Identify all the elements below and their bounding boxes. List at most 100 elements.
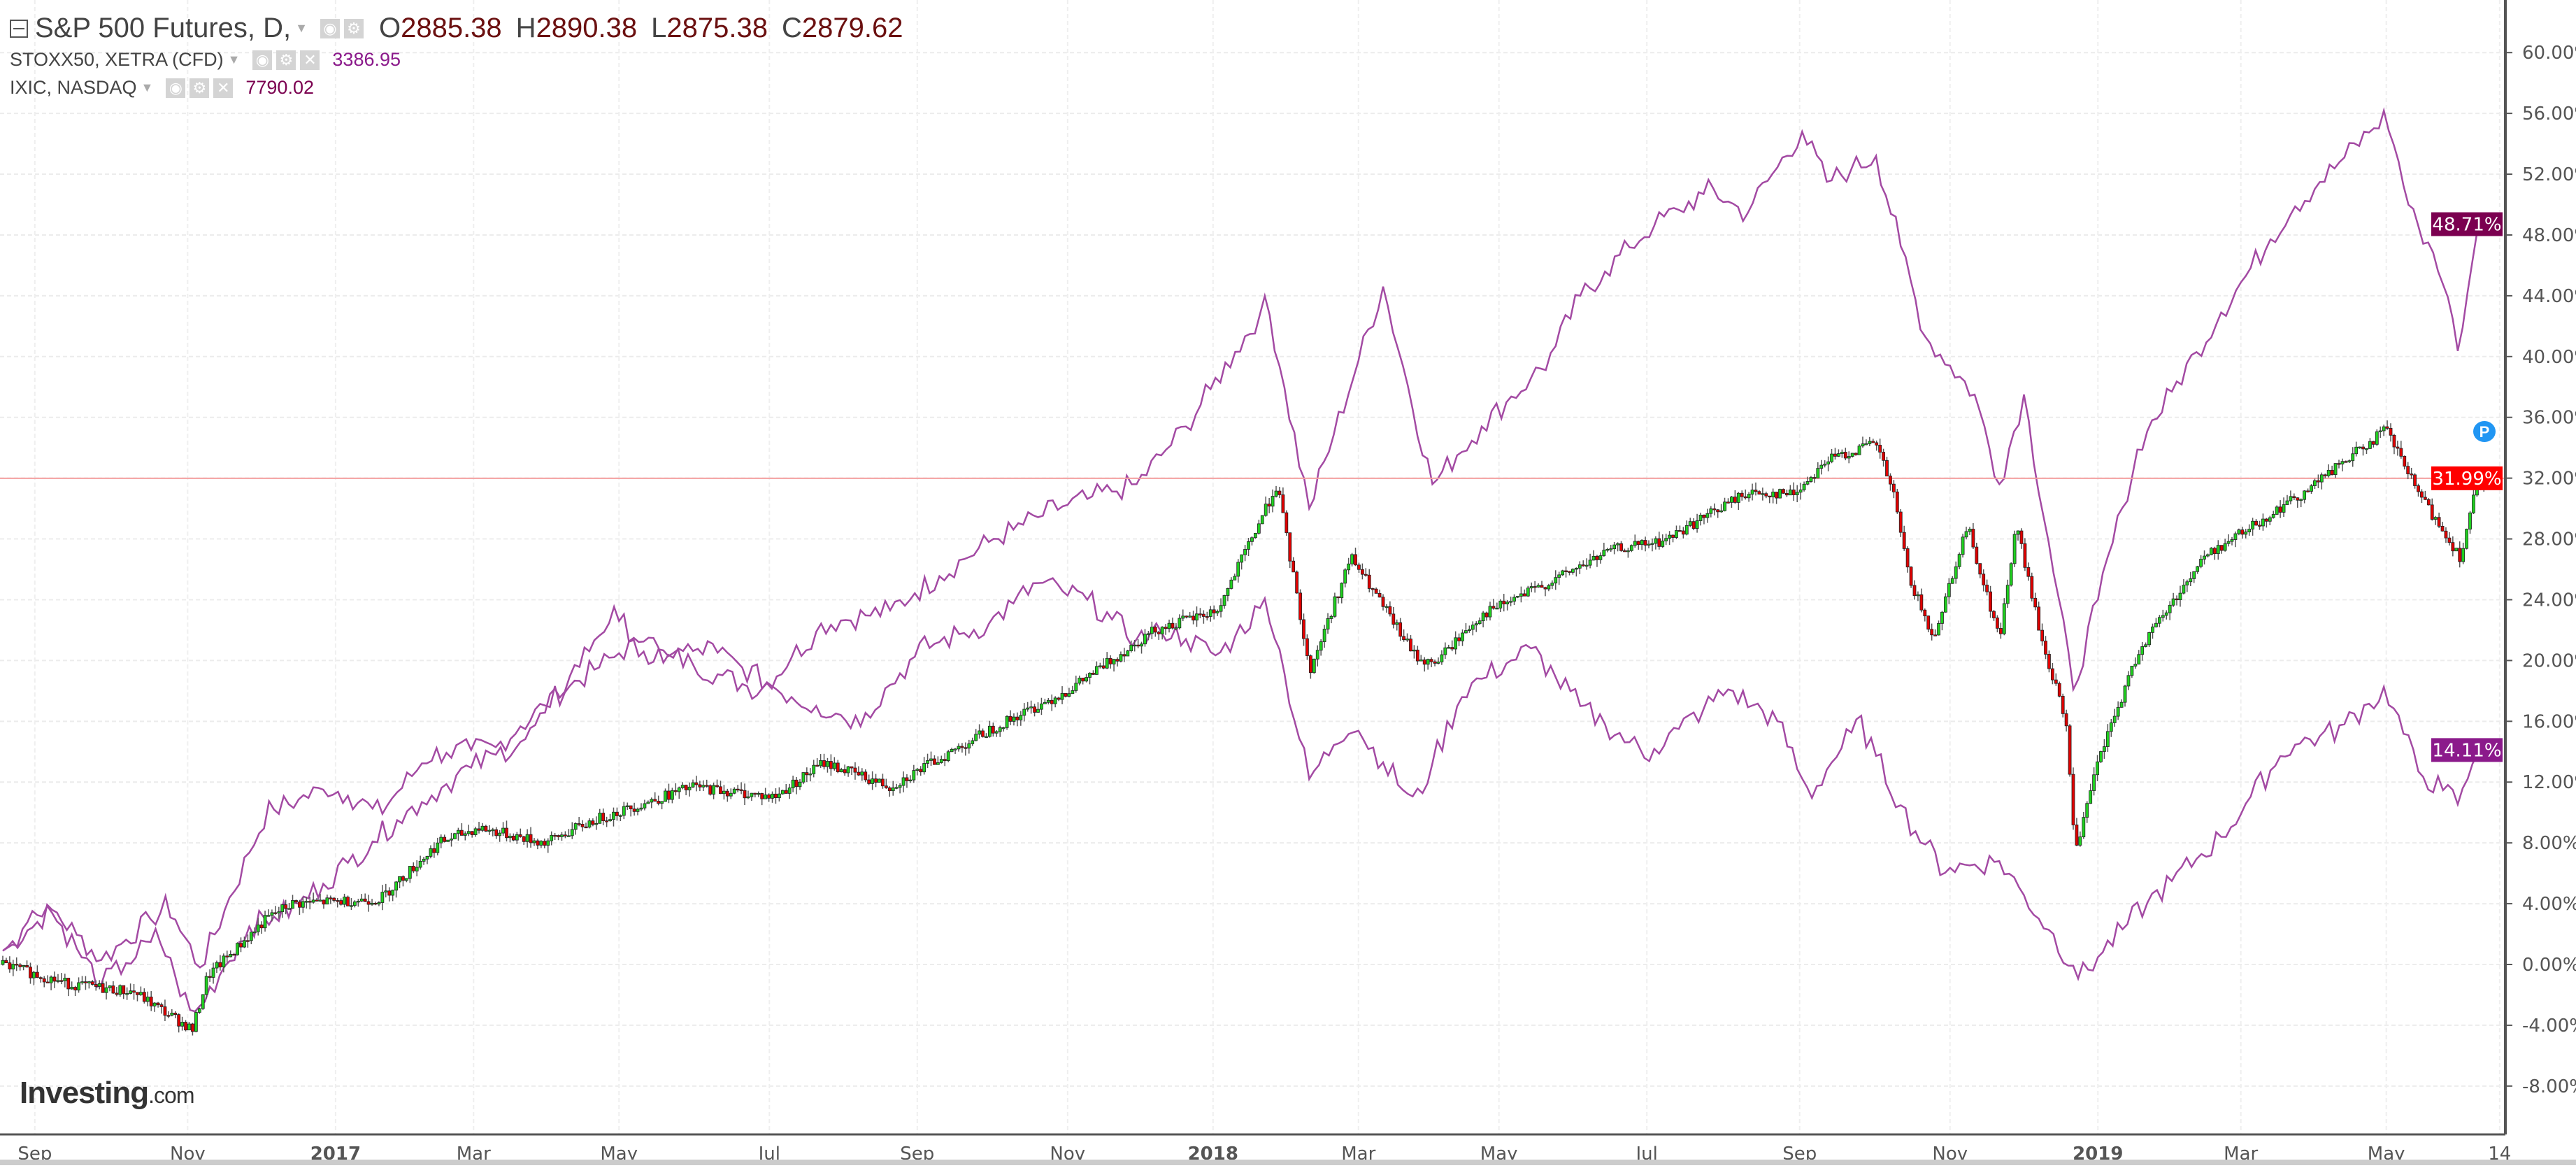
visibility-icon[interactable]: ◉ <box>166 78 186 98</box>
candle <box>2465 529 2468 549</box>
candle <box>1043 701 1047 704</box>
candle <box>1491 606 1496 609</box>
last-value-label: 14.11% <box>2432 740 2501 761</box>
candle <box>673 790 678 792</box>
candle <box>1719 510 1724 513</box>
candle <box>453 833 457 839</box>
candle <box>1522 593 1526 597</box>
y-tick-label: 60.00% <box>2522 43 2576 64</box>
candle <box>2189 578 2193 583</box>
remove-icon[interactable]: ✕ <box>213 78 234 98</box>
ixic-title[interactable]: IXIC, NASDAQ <box>10 77 137 98</box>
series-line-stoxx50 <box>2 577 2493 1013</box>
candle <box>2182 585 2186 594</box>
candle <box>2226 541 2231 544</box>
open-value: 2885.38 <box>401 13 502 43</box>
candle <box>826 761 829 767</box>
candle <box>2389 428 2393 436</box>
candle <box>236 943 239 955</box>
last-value-label: 31.99% <box>2432 469 2501 490</box>
candle <box>1150 627 1154 634</box>
candle <box>77 982 80 991</box>
dropdown-caret-icon[interactable]: ▼ <box>295 21 308 35</box>
candle <box>2012 534 2017 564</box>
candle <box>1757 491 1761 494</box>
candle <box>532 840 536 843</box>
candle <box>1033 706 1036 713</box>
candle <box>136 992 139 995</box>
main-symbol-title[interactable]: S&P 500 Futures, D, <box>35 13 292 43</box>
candle <box>1812 477 1817 479</box>
candle <box>515 834 519 841</box>
candle <box>650 799 654 803</box>
candle <box>2271 514 2275 518</box>
gear-icon[interactable]: ⚙ <box>189 78 210 98</box>
candle <box>2089 790 2093 804</box>
candle <box>1975 546 1979 564</box>
candle <box>1730 497 1733 503</box>
candle <box>2030 576 2034 599</box>
dropdown-caret-icon[interactable]: ▼ <box>141 80 154 94</box>
collapse-icon[interactable] <box>10 19 28 38</box>
candle <box>884 785 888 788</box>
candle <box>2447 537 2452 543</box>
candle <box>988 725 992 737</box>
candle <box>1761 493 1765 495</box>
candle <box>664 790 667 802</box>
candle <box>915 769 920 771</box>
candle <box>2330 469 2334 476</box>
candle <box>263 915 267 929</box>
candle <box>643 803 647 809</box>
candle <box>1198 613 1202 615</box>
candle <box>857 771 861 776</box>
candle <box>1726 501 1730 504</box>
candle <box>1008 715 1012 722</box>
candle <box>522 836 526 842</box>
candle <box>1671 534 1675 538</box>
gear-icon[interactable]: ⚙ <box>343 18 364 38</box>
remove-icon[interactable]: ✕ <box>300 50 320 70</box>
candle <box>1550 583 1554 586</box>
logo-text: Investing <box>20 1076 149 1110</box>
candle <box>1736 492 1740 503</box>
candle <box>2037 606 2041 631</box>
visibility-icon[interactable]: ◉ <box>320 18 340 38</box>
stoxx-title[interactable]: STOXX50, XETRA (CFD) <box>10 49 224 70</box>
candle <box>2378 430 2382 432</box>
candle <box>1147 633 1150 635</box>
candle <box>22 964 26 967</box>
candle <box>819 760 822 767</box>
candle <box>1457 637 1461 641</box>
candle <box>543 841 547 846</box>
candle <box>1250 537 1254 542</box>
candle <box>1415 649 1419 662</box>
candle <box>1205 616 1209 618</box>
candle <box>787 788 792 794</box>
low-label: L <box>651 13 667 43</box>
candle <box>677 788 681 792</box>
candle <box>771 793 774 799</box>
legend-stoxx: STOXX50, XETRA (CFD) ▼ ◉ ⚙ ✕ 3386.95 <box>10 49 401 71</box>
candle <box>1108 657 1112 664</box>
candle <box>59 980 64 982</box>
candle <box>1454 637 1458 650</box>
candle <box>1612 544 1617 550</box>
candle <box>373 902 378 905</box>
candle <box>746 796 750 799</box>
candle <box>494 829 499 836</box>
candle <box>1864 443 1868 446</box>
candle <box>56 980 60 982</box>
candle <box>2403 455 2407 467</box>
candle <box>933 758 936 765</box>
candle <box>2002 603 2006 634</box>
candle <box>1871 441 1875 443</box>
candle <box>1547 585 1551 590</box>
candle <box>564 834 567 836</box>
candle <box>180 1022 185 1027</box>
visibility-icon[interactable]: ◉ <box>252 50 273 70</box>
gear-icon[interactable]: ⚙ <box>276 50 296 70</box>
candle <box>66 978 71 990</box>
candle <box>1771 492 1775 497</box>
dropdown-caret-icon[interactable]: ▼ <box>227 52 241 66</box>
